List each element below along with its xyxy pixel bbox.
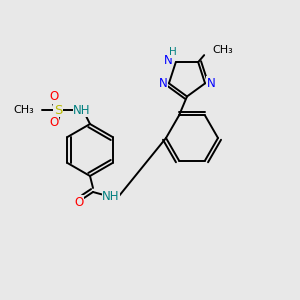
Text: H: H bbox=[169, 47, 177, 57]
Text: S: S bbox=[54, 103, 62, 116]
Text: N: N bbox=[207, 77, 215, 90]
Text: O: O bbox=[74, 196, 84, 208]
Text: NH: NH bbox=[73, 103, 91, 116]
Text: O: O bbox=[50, 91, 58, 103]
Text: NH: NH bbox=[102, 190, 120, 202]
Text: CH₃: CH₃ bbox=[212, 45, 233, 55]
Text: O: O bbox=[50, 116, 58, 130]
Text: CH₃: CH₃ bbox=[13, 105, 34, 115]
Text: N: N bbox=[164, 54, 172, 67]
Text: N: N bbox=[159, 77, 167, 90]
